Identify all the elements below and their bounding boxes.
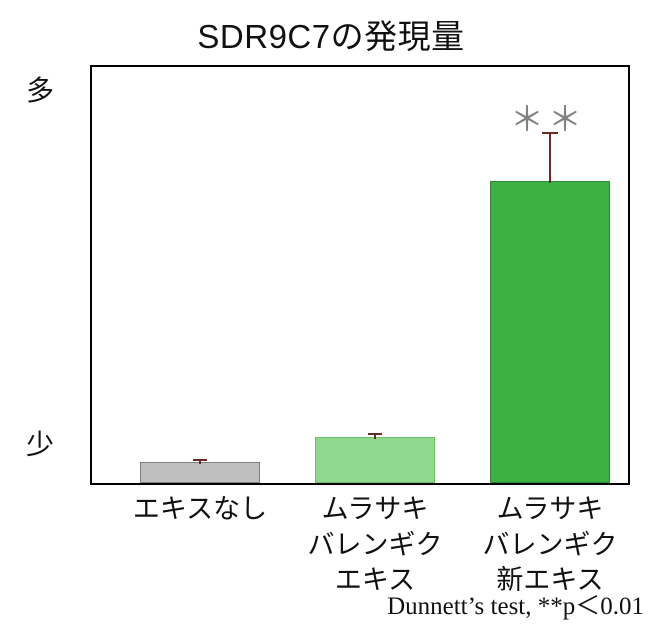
x-label-0: エキスなし	[115, 492, 285, 528]
x-label-1: ムラサキ バレンギク エキス	[290, 492, 460, 599]
bar-0	[140, 462, 260, 483]
error-cap-0	[193, 459, 207, 461]
y-axis-label-bottom: 少	[0, 423, 80, 463]
error-cap-1	[368, 433, 382, 435]
bar-1	[315, 437, 435, 483]
bar-2	[490, 181, 610, 483]
y-axis-label-top: 多	[0, 69, 80, 109]
figure: SDR9C7の発現量 ＊＊ 多 少 Dunnett’s test, **p＜0.…	[0, 0, 662, 625]
x-label-2: ムラサキ バレンギク 新エキス	[465, 492, 635, 599]
bar-layer: ＊＊	[90, 65, 630, 485]
significance-2: ＊＊	[510, 92, 586, 141]
chart-title: SDR9C7の発現量	[0, 10, 662, 58]
